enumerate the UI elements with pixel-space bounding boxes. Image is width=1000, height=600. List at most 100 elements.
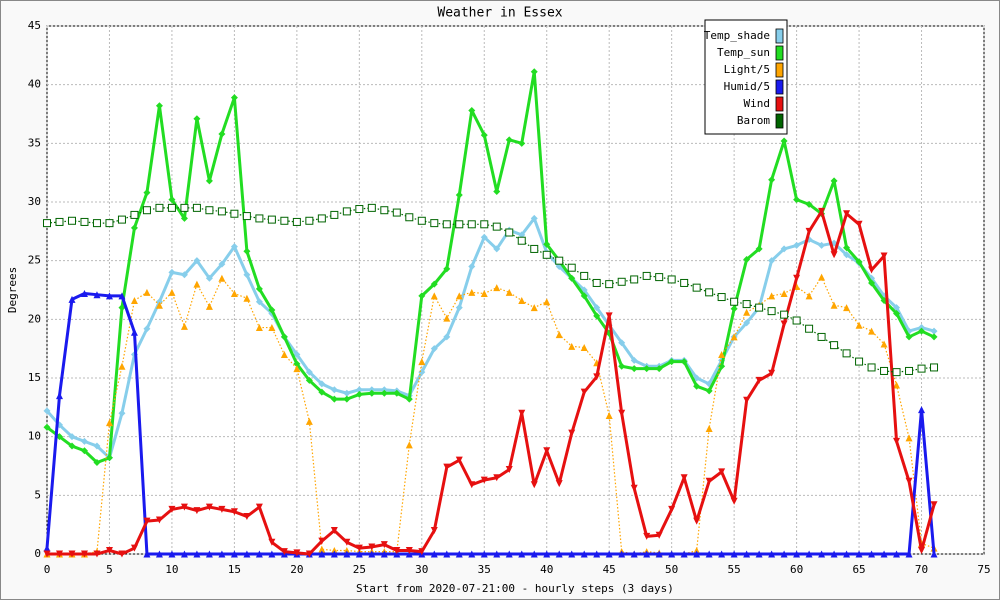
data-point (155, 102, 163, 110)
data-point (480, 131, 488, 139)
data-point (705, 288, 714, 297)
data-point (68, 433, 76, 441)
data-point (117, 215, 126, 224)
data-point (130, 328, 138, 336)
data-point (43, 219, 51, 228)
data-point (143, 550, 151, 558)
data-point (230, 290, 238, 298)
data-point (480, 476, 488, 484)
data-point (342, 207, 351, 216)
series-line (47, 276, 935, 555)
data-point (505, 228, 514, 237)
data-point (468, 550, 476, 558)
data-point (130, 224, 138, 232)
data-point (80, 550, 88, 558)
data-point (205, 302, 213, 310)
data-point (92, 219, 101, 228)
data-point (368, 543, 376, 551)
data-point (443, 314, 451, 322)
data-point (855, 550, 863, 558)
data-point (555, 480, 563, 488)
data-point (105, 419, 113, 427)
x-tick-label: 25 (353, 563, 366, 576)
data-point (480, 220, 489, 229)
data-point (105, 546, 113, 554)
x-tick-label: 65 (852, 563, 865, 576)
data-point (630, 550, 638, 558)
legend-label: Humid/5 (724, 80, 770, 93)
data-point (55, 217, 64, 226)
data-point (280, 333, 288, 341)
data-point (543, 240, 551, 248)
data-point (355, 390, 363, 398)
data-point (118, 292, 126, 300)
x-tick-label: 40 (540, 563, 553, 576)
data-point (493, 245, 501, 253)
data-point (580, 343, 588, 351)
data-point (443, 333, 451, 341)
data-point (842, 349, 851, 358)
data-point (405, 550, 413, 558)
data-point (805, 200, 813, 208)
data-point (218, 274, 226, 282)
data-point (643, 365, 651, 373)
data-point (468, 263, 476, 271)
data-point (330, 395, 338, 403)
data-point (918, 406, 926, 414)
data-point (542, 250, 551, 259)
data-point (530, 304, 538, 312)
data-point (718, 351, 726, 359)
data-point (755, 550, 763, 558)
chart-title: Weather in Essex (437, 6, 562, 21)
data-point (443, 265, 451, 273)
data-point (843, 210, 851, 218)
x-tick-label: 5 (106, 563, 113, 576)
data-point (492, 222, 501, 231)
data-point (430, 550, 438, 558)
data-point (893, 437, 901, 445)
data-point (505, 550, 513, 558)
data-point (243, 271, 251, 279)
data-point (180, 203, 189, 212)
data-point (918, 546, 926, 554)
data-point (693, 546, 701, 554)
data-point (780, 320, 788, 328)
data-point (130, 210, 139, 219)
data-point (680, 358, 688, 366)
data-point (293, 360, 301, 368)
data-point (255, 214, 264, 223)
y-tick-label: 10 (28, 430, 41, 443)
y-axis-label: Degrees (6, 267, 19, 313)
data-point (205, 177, 213, 185)
data-point (555, 256, 564, 265)
data-point (455, 220, 464, 229)
data-point (43, 407, 51, 415)
data-point (755, 303, 764, 312)
data-point (818, 550, 826, 558)
data-point (655, 550, 663, 558)
data-point (830, 550, 838, 558)
data-point (905, 333, 913, 341)
x-tick-label: 10 (165, 563, 178, 576)
data-point (630, 365, 638, 373)
data-point (255, 298, 263, 306)
data-point (343, 395, 351, 403)
data-point (893, 381, 901, 389)
data-point (693, 517, 701, 525)
data-point (343, 538, 351, 546)
x-tick-label: 35 (478, 563, 491, 576)
data-point (580, 550, 588, 558)
data-point (180, 550, 188, 558)
data-point (368, 386, 376, 394)
data-point (893, 309, 901, 317)
data-point (355, 550, 363, 558)
data-point (755, 376, 763, 384)
data-point (55, 550, 63, 558)
data-point (493, 284, 501, 292)
data-point (555, 550, 563, 558)
data-point (118, 362, 126, 370)
data-point (905, 550, 913, 558)
y-tick-label: 15 (28, 371, 41, 384)
data-point (880, 366, 889, 375)
